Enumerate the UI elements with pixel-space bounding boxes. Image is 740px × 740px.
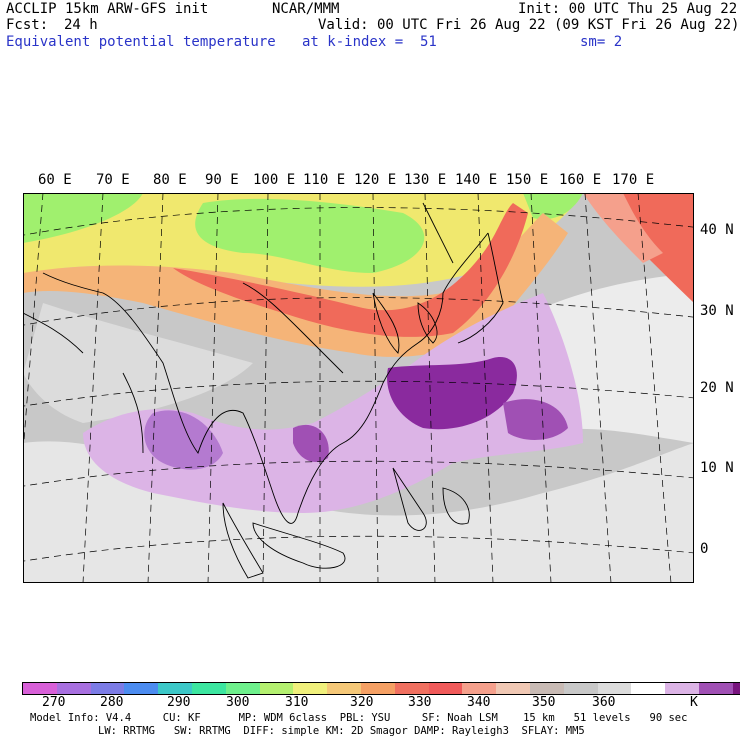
smoothing-label: sm= 2	[580, 34, 623, 50]
header-model-line: ACCLIP 15km ARW-GFS init	[6, 1, 209, 17]
colorbar	[22, 682, 740, 695]
red-region	[173, 203, 528, 337]
lon-label: 130 E	[404, 172, 447, 188]
colorbar-tick-label: 320	[350, 695, 374, 710]
colorbar-tick-label: 360	[592, 695, 616, 710]
lon-label: 60 E	[38, 172, 72, 188]
colorbar-swatch	[191, 683, 226, 694]
colorbar-tick-label: 290	[167, 695, 191, 710]
green-region	[23, 193, 143, 243]
init-time: Init: 00 UTC Thu 25 Aug 22	[518, 1, 738, 17]
physics-info-line: LW: RRTMG SW: RRTMG DIFF: simple KM: 2D …	[98, 725, 585, 737]
lon-label: 70 E	[96, 172, 130, 188]
colorbar-tick-label: 300	[226, 695, 250, 710]
colorbar-tick-label: 270	[42, 695, 66, 710]
green-region	[523, 193, 583, 220]
lon-label: 160 E	[559, 172, 602, 188]
colorbar-swatch	[631, 683, 666, 694]
colorbar-tick-label: 330	[408, 695, 432, 710]
map-frame	[23, 193, 694, 583]
lon-label: 150 E	[506, 172, 549, 188]
model-info-line: Model Info: V4.4 CU: KF MP: WDM 6class P…	[30, 712, 688, 724]
level-label: at k-index = 51	[302, 34, 437, 50]
colorbar-swatch	[698, 683, 733, 694]
colorbar-swatch	[327, 683, 361, 694]
colorbar-tick-label: 280	[100, 695, 124, 710]
field-name: Equivalent potential temperature	[6, 34, 276, 50]
org-label: NCAR/MMM	[272, 1, 340, 17]
colorbar-swatch	[529, 683, 564, 694]
colorbar-swatch	[124, 683, 159, 694]
colorbar-swatch	[462, 683, 497, 694]
lat-label: 10 N	[700, 460, 734, 476]
colorbar-swatch	[665, 683, 699, 694]
valid-time: Valid: 00 UTC Fri 26 Aug 22 (09 KST Fri …	[318, 17, 740, 33]
lat-label: 30 N	[700, 303, 734, 319]
colorbar-swatch	[597, 683, 632, 694]
colorbar-swatch	[259, 683, 294, 694]
lat-label: 0	[700, 541, 709, 557]
colorbar-swatch	[23, 683, 57, 694]
purple-region	[503, 399, 568, 440]
lat-label: 20 N	[700, 380, 734, 396]
colorbar-swatch	[360, 683, 395, 694]
salmon-region	[583, 193, 663, 263]
colorbar-tick-label: 350	[532, 695, 556, 710]
colorbar-swatch	[732, 683, 740, 694]
map-panel	[23, 193, 694, 583]
colorbar-swatch	[56, 683, 91, 694]
colorbar-swatch	[293, 683, 328, 694]
purple-region	[144, 410, 223, 470]
colorbar-unit: K	[690, 695, 698, 710]
graticule	[23, 193, 694, 583]
colorbar-swatch	[394, 683, 429, 694]
lon-label: 110 E	[303, 172, 346, 188]
lon-label: 120 E	[354, 172, 397, 188]
lon-label: 100 E	[253, 172, 296, 188]
colorbar-swatch	[563, 683, 598, 694]
lon-label: 80 E	[153, 172, 187, 188]
colorbar-swatch	[90, 683, 125, 694]
colorbar-swatch	[225, 683, 260, 694]
lon-label: 170 E	[612, 172, 655, 188]
light-gray-region	[23, 303, 253, 423]
colorbar-tick-label: 310	[285, 695, 309, 710]
dark-purple-region	[387, 357, 517, 430]
lon-label: 90 E	[205, 172, 239, 188]
lat-label: 40 N	[700, 222, 734, 238]
colorbar-swatch	[496, 683, 530, 694]
equivalent-potential-temperature-map	[23, 193, 694, 583]
lon-label: 140 E	[455, 172, 498, 188]
colorbar-swatch	[428, 683, 463, 694]
forecast-hours: 24 h	[64, 17, 98, 33]
colorbar-swatch	[158, 683, 192, 694]
green-region	[195, 198, 425, 273]
forecast-label: Fcst:	[6, 17, 49, 33]
coastlines	[23, 202, 504, 579]
colorbar-tick-label: 340	[467, 695, 491, 710]
